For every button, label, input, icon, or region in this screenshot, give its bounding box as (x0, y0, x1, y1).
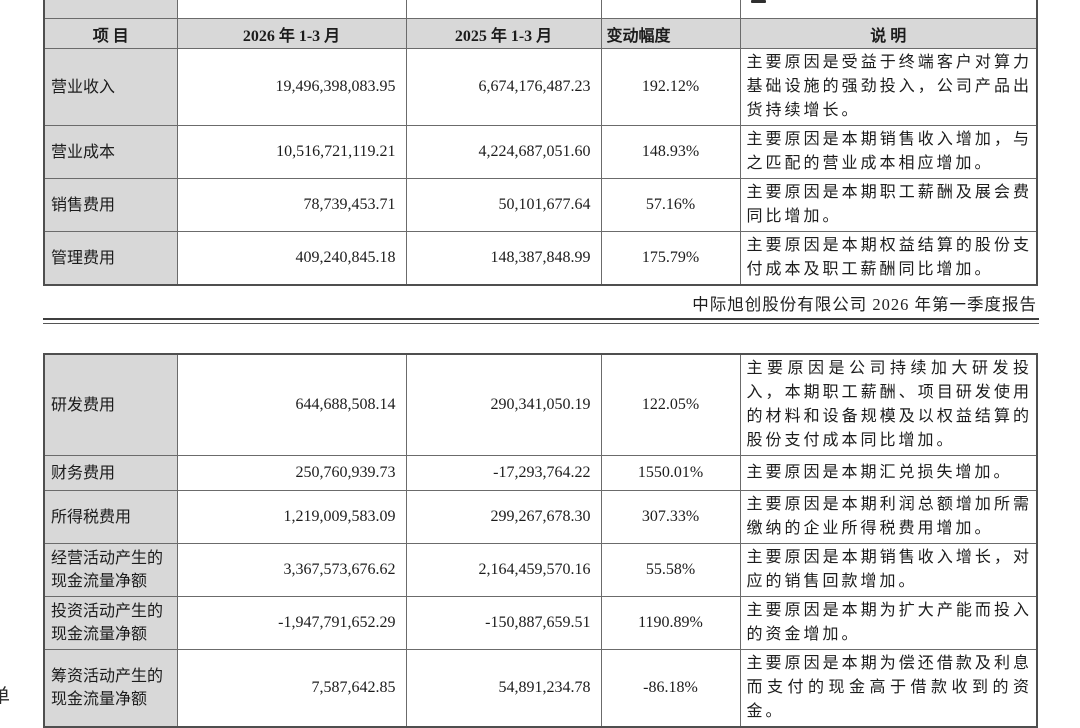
cell-note: 主要原因是本期为扩大产能而投入的资金增加。 (739, 596, 1038, 650)
cell-note: 主要原因是本期销售收入增加，与之匹配的营业成本相应增加。 (739, 125, 1038, 179)
financial-table-top: 项 目 2026 年 1-3 月 2025 年 1-3 月 变动幅度 说 明 营… (43, 0, 1038, 286)
table-row: 所得税费用 1,219,009,583.09 299,267,678.30 307.3… (43, 490, 1038, 544)
cell-y2026: 78,739,453.71 (176, 178, 407, 232)
cell-y2025: 290,341,050.19 (405, 353, 602, 456)
table-row: 投资活动产生的现金流量净额 -1,947,791,652.29 -150,887,6… (43, 596, 1038, 650)
cell-change: 175.79% (600, 231, 741, 286)
cell-change: 1190.89% (600, 596, 741, 650)
cell-y2025: 299,267,678.30 (405, 490, 602, 544)
report-title: 中际旭创股份有限公司 2026 年第一季度报告 (692, 295, 1037, 314)
cell-y2025: 2,164,459,570.16 (405, 543, 602, 597)
cell-y2025: -150,887,659.51 (405, 596, 602, 650)
clipped-table-row (43, 0, 1038, 19)
cell-item: 销售费用 (43, 178, 178, 232)
cell-note: 主要原因是本期职工薪酬及展会费同比增加。 (739, 178, 1038, 232)
table-header-row: 项 目 2026 年 1-3 月 2025 年 1-3 月 变动幅度 说 明 (43, 18, 1038, 49)
col-header-item: 项 目 (43, 18, 178, 49)
table-row: 研发费用 644,688,508.14 290,341,050.19 122.05% 主… (43, 353, 1038, 456)
financial-table-bottom: 研发费用 644,688,508.14 290,341,050.19 122.05% 主… (43, 353, 1038, 728)
cell-change: -86.18% (600, 649, 741, 728)
cell-item: 营业收入 (43, 48, 178, 126)
table-row: 财务费用 250,760,939.73 -17,293,764.22 1550.01%… (43, 455, 1038, 491)
col-header-change: 变动幅度 (600, 18, 741, 49)
col-header-2025: 2025 年 1-3 月 (405, 18, 602, 49)
cell-change: 192.12% (600, 48, 741, 126)
cell-change: 1550.01% (600, 455, 741, 491)
clipped-cell (600, 0, 741, 19)
cell-item: 经营活动产生的现金流量净额 (43, 543, 178, 597)
cell-note: 主要原因是受益于终端客户对算力基础设施的强劲投入，公司产品出货持续增长。 (739, 48, 1038, 126)
clipped-cell (43, 0, 178, 19)
cell-y2025: -17,293,764.22 (405, 455, 602, 491)
clipped-margin-char: 单 (0, 686, 11, 707)
cell-y2025: 54,891,234.78 (405, 649, 602, 728)
cell-item: 筹资活动产生的现金流量净额 (43, 649, 178, 728)
cell-note: 主要原因是本期权益结算的股份支付成本及职工薪酬同比增加。 (739, 231, 1038, 286)
clipped-text-remnant (750, 0, 766, 3)
cell-y2026: 10,516,721,119.21 (176, 125, 407, 179)
cell-note: 主要原因是本期利润总额增加所需缴纳的企业所得税费用增加。 (739, 490, 1038, 544)
cell-y2026: 409,240,845.18 (176, 231, 407, 286)
cell-change: 122.05% (600, 353, 741, 456)
cell-y2025: 50,101,677.64 (405, 178, 602, 232)
col-header-2026: 2026 年 1-3 月 (176, 18, 407, 49)
table-row: 管理费用 409,240,845.18 148,387,848.99 175.79% 主… (43, 231, 1038, 286)
cell-y2026: 250,760,939.73 (176, 455, 407, 491)
cell-item: 财务费用 (43, 455, 178, 491)
cell-y2026: -1,947,791,652.29 (176, 596, 407, 650)
clipped-cell (739, 0, 1038, 19)
cell-change: 55.58% (600, 543, 741, 597)
cell-y2025: 4,224,687,051.60 (405, 125, 602, 179)
cell-y2026: 19,496,398,083.95 (176, 48, 407, 126)
cell-note: 主要原因是公司持续加大研发投入，本期职工薪酬、项目研发使用的材料和设备规模及以权… (739, 353, 1038, 456)
cell-y2025: 148,387,848.99 (405, 231, 602, 286)
cell-note: 主要原因是本期销售收入增长，对应的销售回款增加。 (739, 543, 1038, 597)
table-row: 筹资活动产生的现金流量净额 7,587,642.85 54,891,234.78 -8… (43, 649, 1038, 728)
horizontal-double-rule (43, 318, 1039, 324)
cell-item: 管理费用 (43, 231, 178, 286)
table-row: 销售费用 78,739,453.71 50,101,677.64 57.16% 主要原因… (43, 178, 1038, 232)
table-row: 营业收入 19,496,398,083.95 6,674,176,487.23 192… (43, 48, 1038, 126)
cell-change: 307.33% (600, 490, 741, 544)
clipped-cell (405, 0, 602, 19)
cell-note: 主要原因是本期为偿还借款及利息而支付的现金高于借款收到的资金。 (739, 649, 1038, 728)
table-row: 经营活动产生的现金流量净额 3,367,573,676.62 2,164,459,5… (43, 543, 1038, 597)
clipped-cell (176, 0, 407, 19)
cell-y2025: 6,674,176,487.23 (405, 48, 602, 126)
cell-y2026: 3,367,573,676.62 (176, 543, 407, 597)
cell-y2026: 1,219,009,583.09 (176, 490, 407, 544)
cell-change: 57.16% (600, 178, 741, 232)
cell-item: 投资活动产生的现金流量净额 (43, 596, 178, 650)
cell-y2026: 7,587,642.85 (176, 649, 407, 728)
table-row: 营业成本 10,516,721,119.21 4,224,687,051.60 148… (43, 125, 1038, 179)
cell-change: 148.93% (600, 125, 741, 179)
cell-note: 主要原因是本期汇兑损失增加。 (739, 455, 1038, 491)
cell-item: 研发费用 (43, 353, 178, 456)
cell-item: 营业成本 (43, 125, 178, 179)
col-header-note: 说 明 (739, 18, 1038, 49)
cell-item: 所得税费用 (43, 490, 178, 544)
cell-y2026: 644,688,508.14 (176, 353, 407, 456)
